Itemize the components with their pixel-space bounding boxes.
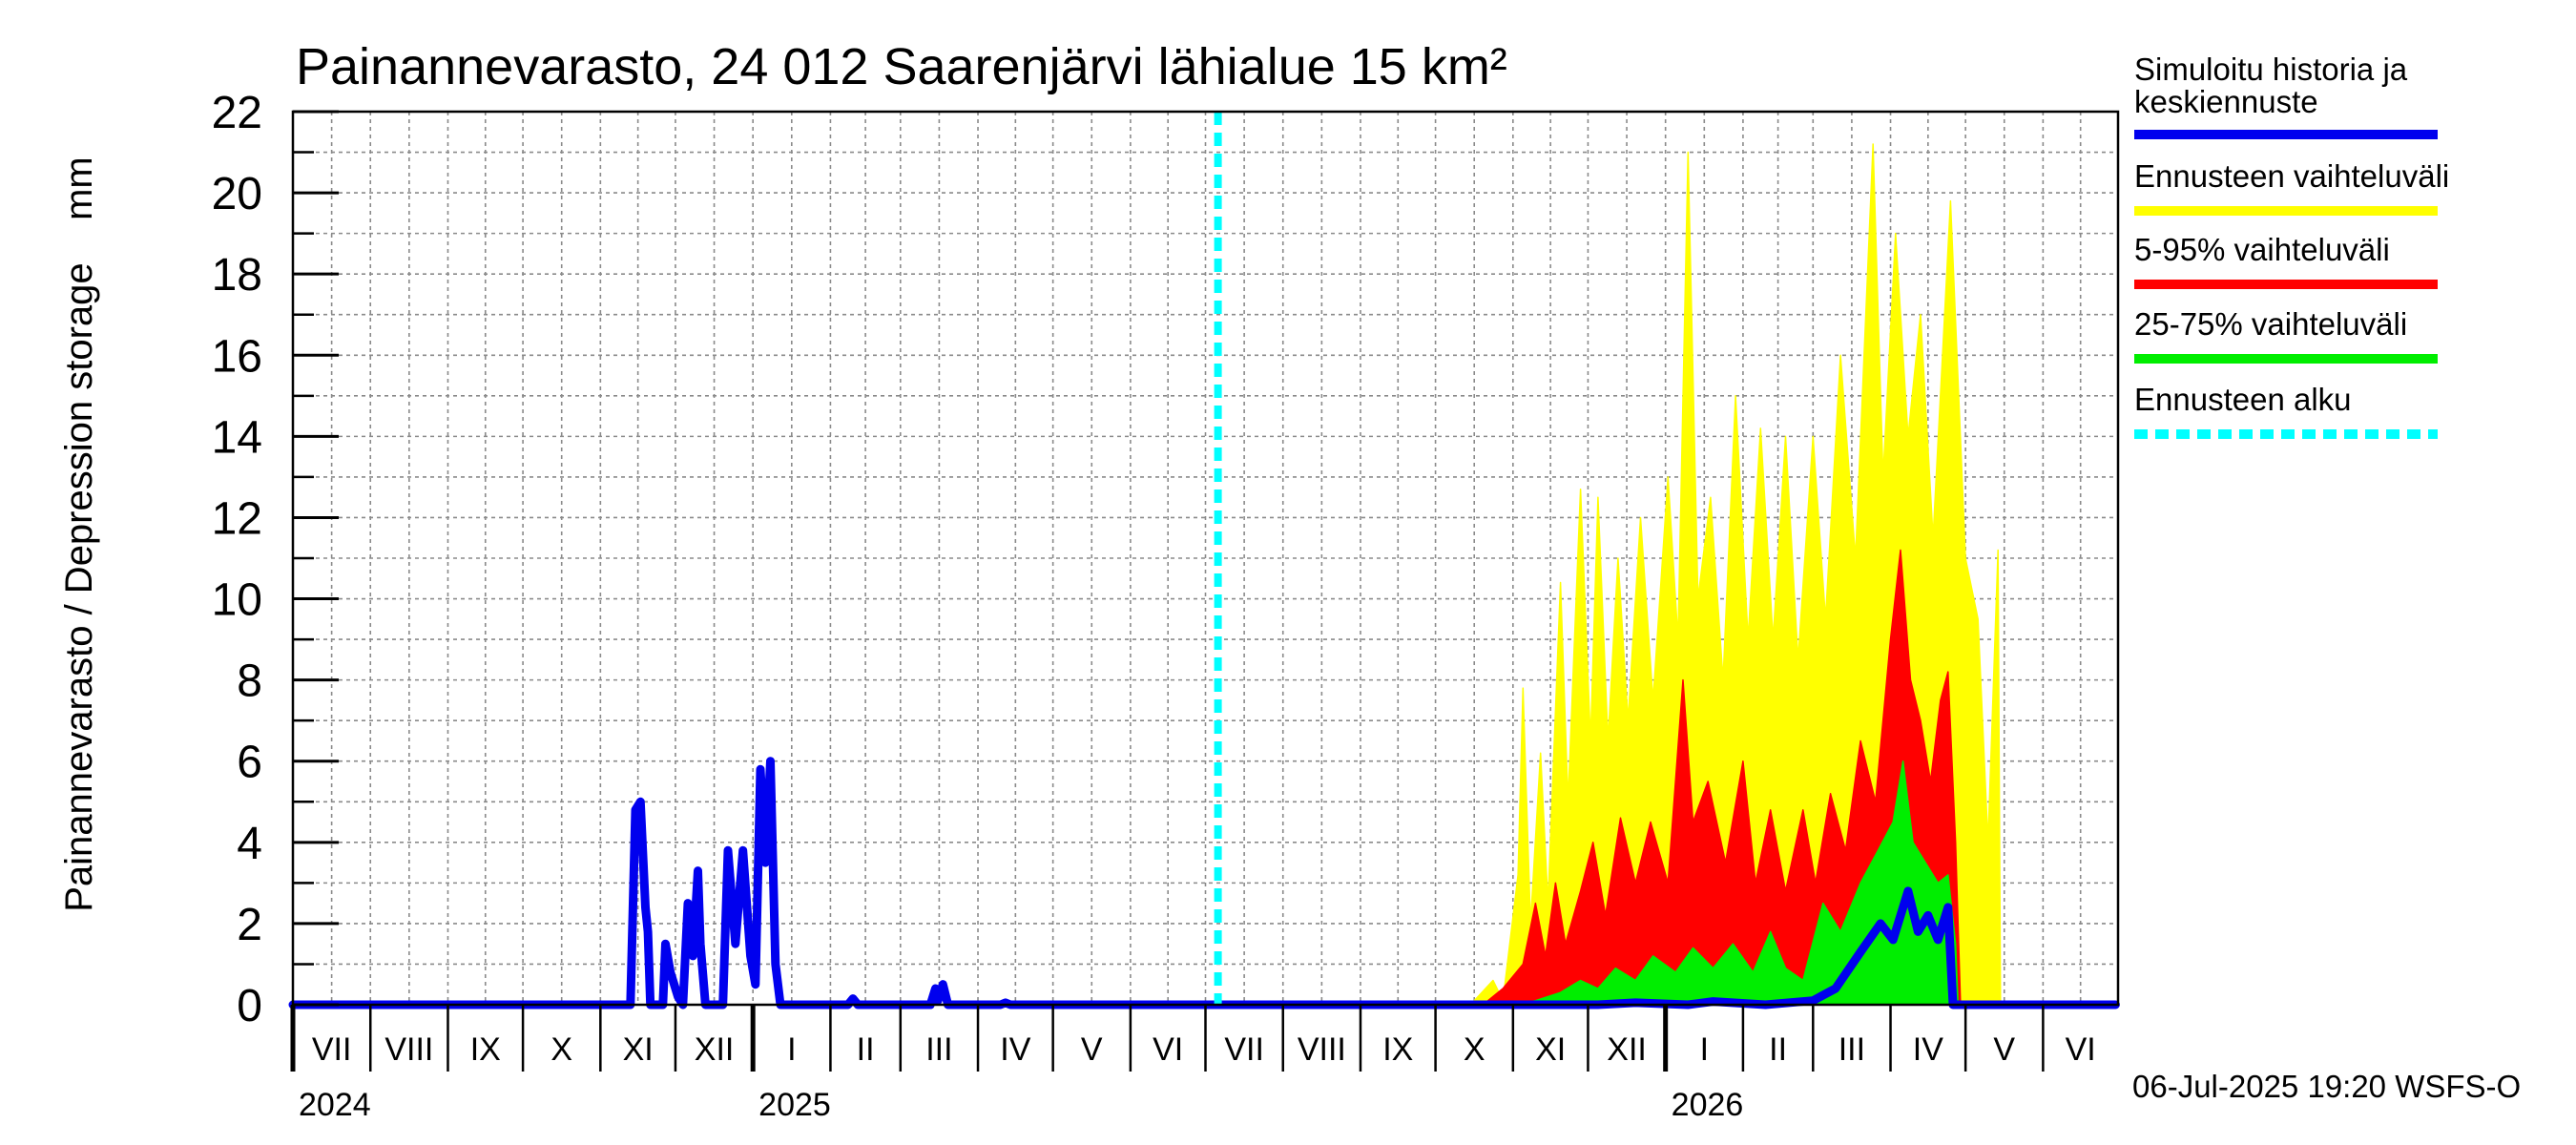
legend: Simuloitu historia ja keskiennuste Ennuste… bbox=[2134, 52, 2449, 439]
x-month-label: V bbox=[1081, 1031, 1103, 1068]
x-year-label: 2024 bbox=[299, 1087, 371, 1123]
y-tick-label: 0 bbox=[237, 981, 262, 1031]
y-tick-label: 22 bbox=[212, 88, 262, 138]
x-month-label: XI bbox=[1535, 1031, 1566, 1068]
x-month-label: VII bbox=[312, 1031, 352, 1068]
x-month-label: I bbox=[787, 1031, 796, 1068]
x-year-label: 2026 bbox=[1672, 1087, 1744, 1123]
y-tick-label: 10 bbox=[212, 575, 262, 626]
series-5-95-vaihteluvali bbox=[1482, 549, 1962, 1006]
legend-label-band_25_75: 25-75% vaihteluväli bbox=[2134, 306, 2407, 342]
x-month-label: X bbox=[551, 1031, 572, 1068]
legend-label-forecast_start: Ennusteen alku bbox=[2134, 382, 2352, 417]
x-month-label: XII bbox=[1607, 1031, 1647, 1068]
legend-label-band_full: Ennusteen vaihteluväli bbox=[2134, 158, 2449, 194]
x-month-label: IX bbox=[470, 1031, 501, 1068]
x-month-label: IV bbox=[1913, 1031, 1943, 1068]
x-month-label: IV bbox=[1000, 1031, 1030, 1068]
x-year-label: 2025 bbox=[758, 1087, 831, 1123]
series-25-75-vaihteluvali bbox=[1512, 760, 1960, 1006]
y-tick-label: 20 bbox=[212, 169, 262, 219]
x-month-label: VI bbox=[1153, 1031, 1183, 1068]
x-month-label: X bbox=[1464, 1031, 1485, 1068]
y-tick-label: 2 bbox=[237, 900, 262, 950]
y-tick-label: 6 bbox=[237, 738, 262, 788]
x-month-label: XII bbox=[695, 1031, 735, 1068]
footer-timestamp: 06-Jul-2025 19:20 WSFS-O bbox=[2132, 1069, 2521, 1104]
x-month-label: II bbox=[1769, 1031, 1787, 1068]
x-month-label: VIII bbox=[1298, 1031, 1346, 1068]
x-month-label: III bbox=[1839, 1031, 1865, 1068]
chart-title: Painannevarasto, 24 012 Saarenjärvi lähi… bbox=[296, 38, 1507, 95]
x-month-label: VI bbox=[2066, 1031, 2096, 1068]
x-month-label: I bbox=[1700, 1031, 1709, 1068]
x-month-label: VIII bbox=[384, 1031, 433, 1068]
y-tick-label: 4 bbox=[237, 819, 262, 869]
x-month-label: VII bbox=[1224, 1031, 1264, 1068]
x-month-label: III bbox=[925, 1031, 952, 1068]
legend-label-history: Simuloitu historia ja keskiennuste bbox=[2134, 52, 2408, 119]
x-month-label: II bbox=[857, 1031, 875, 1068]
y-tick-label: 18 bbox=[212, 250, 262, 301]
y-tick-label: 12 bbox=[212, 493, 262, 544]
y-tick-label: 8 bbox=[237, 656, 262, 707]
y-axis-label: Painannevarasto / Depression storage mm bbox=[58, 156, 100, 912]
x-month-label: V bbox=[1993, 1031, 2015, 1068]
x-month-label: XI bbox=[623, 1031, 654, 1068]
legend-label-band_5_95: 5-95% vaihteluväli bbox=[2134, 232, 2390, 267]
x-month-label: IX bbox=[1382, 1031, 1413, 1068]
y-tick-label: 14 bbox=[212, 412, 262, 463]
y-tick-label: 16 bbox=[212, 331, 262, 382]
